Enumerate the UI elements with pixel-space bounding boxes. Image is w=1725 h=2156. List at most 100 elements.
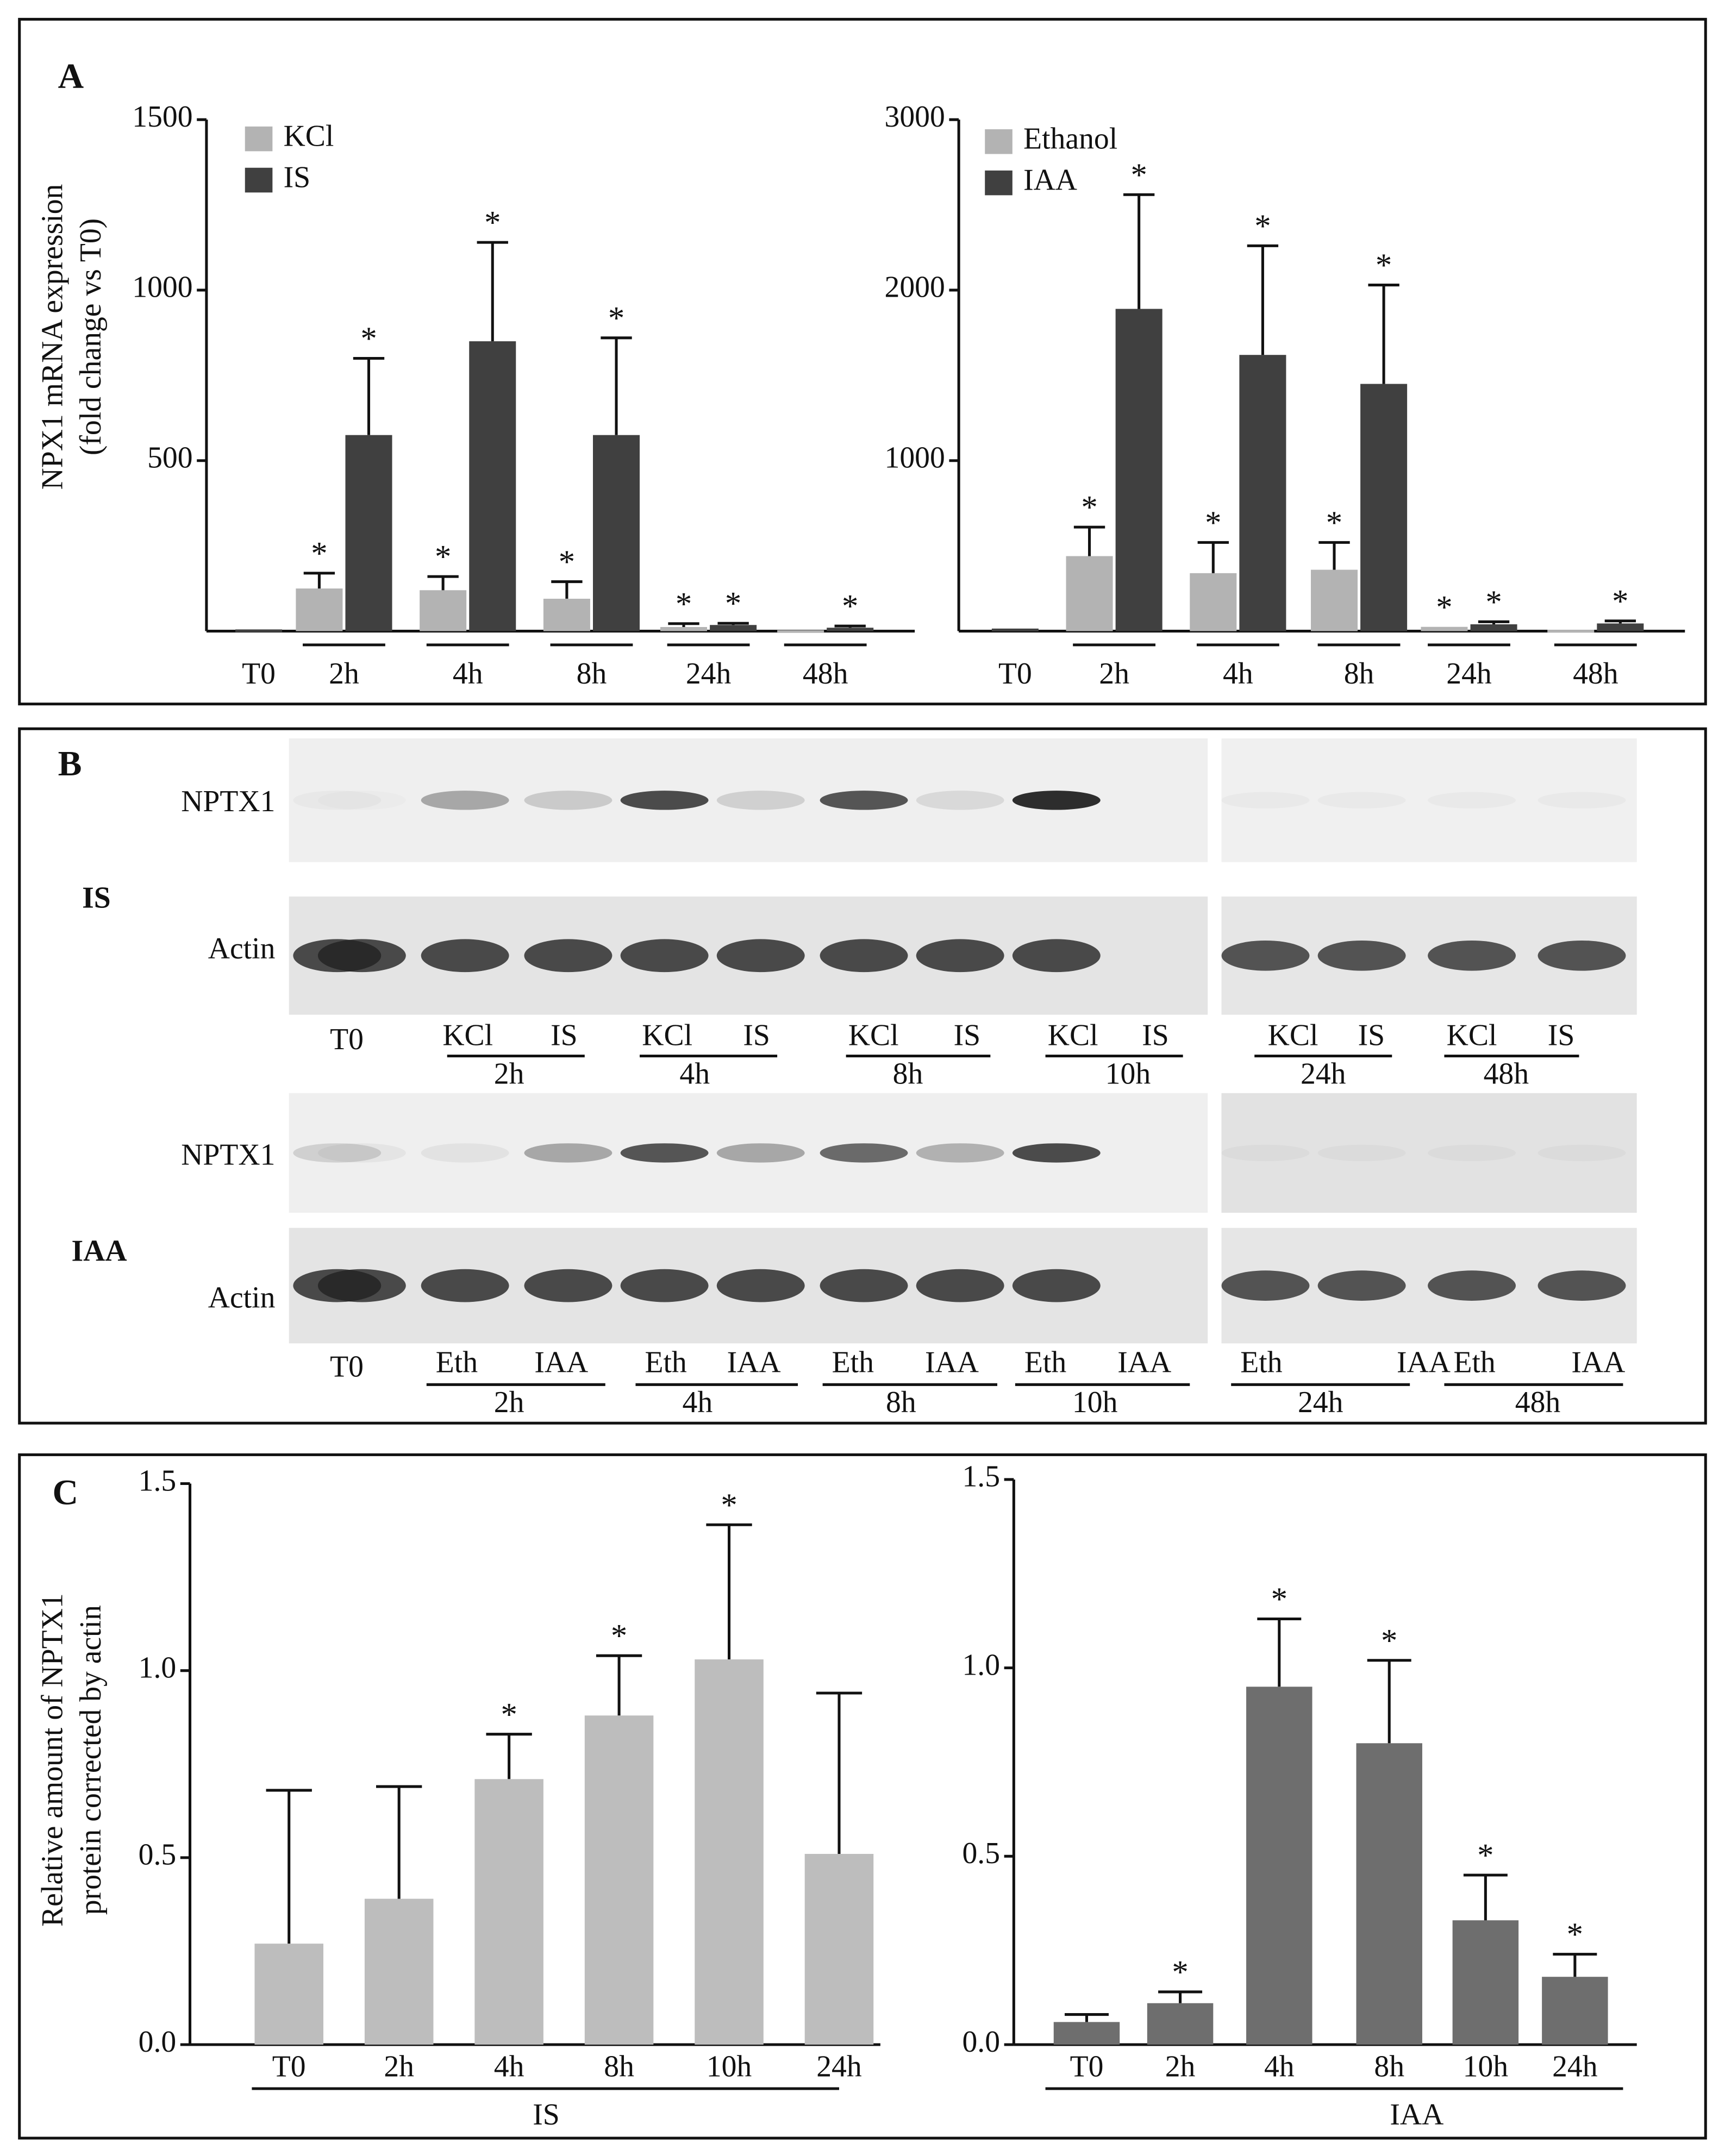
blot-band bbox=[620, 1143, 709, 1163]
blot-band bbox=[620, 1269, 709, 1302]
lane-label: Eth bbox=[1024, 1346, 1066, 1380]
significance-mark: * bbox=[1172, 1954, 1188, 1991]
blot-strip bbox=[1221, 738, 1637, 862]
panel-c-frame bbox=[18, 1453, 1707, 2140]
significance-mark: * bbox=[1130, 157, 1147, 193]
error-bar bbox=[266, 1789, 312, 1944]
y-tick-label: 1500 bbox=[132, 100, 192, 134]
bar bbox=[804, 1853, 874, 2045]
blot-band bbox=[1428, 792, 1516, 808]
lane-label: KCl bbox=[1048, 1018, 1098, 1052]
significance-mark: * bbox=[484, 205, 501, 241]
timepoint-label: 24h bbox=[1298, 1386, 1343, 1419]
error-bar bbox=[376, 1785, 422, 1899]
lane-label: KCl bbox=[642, 1018, 692, 1052]
blot-band bbox=[524, 791, 612, 810]
significance-mark: * bbox=[1567, 1916, 1583, 1953]
blot-band bbox=[716, 939, 805, 973]
y-tick-label: 0.5 bbox=[139, 1838, 177, 1872]
bar bbox=[474, 1779, 543, 2045]
bar bbox=[1053, 2022, 1120, 2045]
lane-label: IAA bbox=[534, 1346, 588, 1380]
blot-band bbox=[1012, 1269, 1101, 1302]
blot-band bbox=[716, 1143, 805, 1163]
x-tick-label: 48h bbox=[1573, 657, 1618, 691]
lane-label: T0 bbox=[330, 1350, 364, 1383]
y-axis-label: Relative amount of NPTX1 bbox=[35, 1593, 69, 1927]
y-axis-label: protein corrected by actin bbox=[74, 1605, 108, 1915]
lane-label: KCl bbox=[1447, 1018, 1497, 1052]
lane-label: IAA bbox=[1117, 1346, 1171, 1380]
x-tick-label: 2h bbox=[384, 2050, 414, 2083]
significance-mark: * bbox=[608, 300, 624, 336]
x-axis-label: IS bbox=[533, 2098, 560, 2132]
blot-band bbox=[421, 1143, 509, 1163]
blot-band bbox=[1538, 792, 1626, 808]
error-bar bbox=[1065, 2013, 1109, 2022]
error-bar bbox=[1158, 1990, 1203, 2003]
legend-label: IS bbox=[284, 160, 311, 194]
blot-band bbox=[1428, 940, 1516, 971]
blot-band bbox=[820, 1269, 908, 1302]
blot-band bbox=[620, 939, 709, 973]
panel-letter: A bbox=[58, 57, 84, 96]
lane-label: Eth bbox=[436, 1346, 478, 1380]
blot-row-label: NPTX1 bbox=[181, 785, 275, 818]
lane-label: Eth bbox=[832, 1346, 874, 1380]
blot-section-label: IAA bbox=[71, 1234, 127, 1268]
blot-row-label: Actin bbox=[208, 932, 276, 966]
significance-mark: * bbox=[676, 586, 692, 622]
significance-mark: * bbox=[1612, 583, 1628, 619]
lane-label: IAA bbox=[1397, 1346, 1451, 1380]
blot-band bbox=[1221, 940, 1310, 971]
bar bbox=[1452, 1920, 1519, 2045]
significance-mark: * bbox=[435, 539, 451, 575]
lane-label: IS bbox=[1142, 1018, 1169, 1052]
x-tick-label: 24h bbox=[686, 657, 732, 691]
blot-band bbox=[1318, 792, 1406, 808]
error-bar bbox=[303, 572, 335, 589]
y-axis-label: (fold change vs T0) bbox=[74, 218, 108, 455]
blot-band bbox=[916, 939, 1004, 973]
bar bbox=[660, 627, 708, 631]
x-tick-label: T0 bbox=[272, 2050, 306, 2083]
blot-row-label: Actin bbox=[208, 1281, 276, 1315]
blot-band bbox=[1538, 1270, 1626, 1301]
blot-band bbox=[820, 1143, 908, 1163]
bar bbox=[1470, 624, 1517, 631]
y-tick-label: 0.0 bbox=[139, 2025, 177, 2059]
significance-mark: * bbox=[1477, 1838, 1493, 1874]
error-bar bbox=[1463, 1873, 1508, 1921]
bar bbox=[1310, 569, 1358, 631]
error-bar bbox=[717, 622, 749, 625]
blot-band bbox=[1221, 792, 1309, 808]
blot-row-label: NPTX1 bbox=[181, 1138, 275, 1172]
bar bbox=[296, 588, 343, 631]
significance-mark: * bbox=[842, 588, 858, 625]
bar bbox=[235, 629, 283, 632]
timepoint-label: 10h bbox=[1072, 1386, 1118, 1419]
bar bbox=[777, 630, 824, 633]
bar bbox=[593, 435, 640, 631]
bar bbox=[695, 1659, 764, 2045]
lane-label: Eth bbox=[645, 1346, 686, 1380]
y-axis-label: NPX1 mRNA expression bbox=[35, 184, 69, 490]
error-bar bbox=[1257, 1617, 1302, 1687]
legend-label: KCl bbox=[284, 119, 334, 153]
bar bbox=[1190, 573, 1237, 631]
timepoint-label: 2h bbox=[494, 1057, 524, 1090]
error-bar bbox=[596, 1654, 642, 1716]
blot-band bbox=[317, 1143, 406, 1163]
lane-label: KCl bbox=[848, 1018, 899, 1052]
lane-label: KCl bbox=[1268, 1018, 1318, 1052]
timepoint-label: 48h bbox=[1484, 1057, 1529, 1090]
blot-band bbox=[1318, 1145, 1406, 1161]
blot-band bbox=[1428, 1145, 1516, 1161]
blot-band bbox=[916, 1269, 1004, 1302]
bar bbox=[1542, 1977, 1608, 2045]
error-bar bbox=[477, 241, 508, 342]
timepoint-label: 24h bbox=[1301, 1057, 1346, 1090]
blot-band bbox=[716, 1269, 805, 1302]
timepoint-label: 2h bbox=[494, 1386, 524, 1419]
y-tick-label: 1000 bbox=[885, 441, 945, 475]
